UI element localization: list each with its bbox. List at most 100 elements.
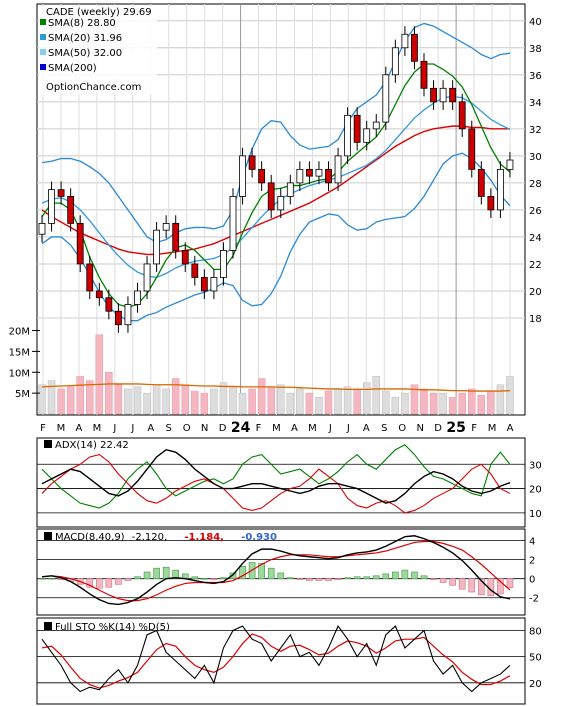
candle-body — [181, 250, 189, 265]
candle — [143, 255, 151, 300]
volume-bar — [391, 397, 400, 415]
volume-bar — [277, 384, 285, 415]
volume-bar — [267, 386, 275, 415]
stochastic-panel: 20 50 80 Full STO %K(14) %D(5) — [36, 617, 542, 705]
volume-bar — [152, 384, 161, 415]
candle — [48, 181, 55, 232]
macd-histogram-bar — [353, 576, 361, 579]
candle-body — [315, 168, 323, 177]
volume-bar — [229, 386, 237, 415]
macd-histogram-bar — [306, 578, 313, 581]
sto-legend-swatch — [44, 622, 52, 630]
candle-body — [239, 155, 246, 197]
month-label: M — [488, 423, 497, 434]
month-label: 25 — [446, 420, 465, 436]
indicator-tick-label: 10 — [529, 509, 542, 520]
plus-di-line — [41, 444, 511, 509]
candle-body — [162, 223, 170, 231]
volume-bar — [38, 384, 46, 415]
bollinger-upper — [41, 22, 511, 244]
volume-bar — [219, 382, 228, 415]
macd-histogram-bar — [210, 578, 218, 580]
month-label: 24 — [231, 420, 251, 436]
adx-legend-swatch — [44, 440, 52, 448]
macd-hist-value: -0.930 — [241, 532, 277, 543]
volume-bar — [114, 384, 123, 415]
candle-body — [229, 195, 237, 251]
price-tick-labels: 18 20 22 24 26 28 30 32 34 36 38 40 — [529, 17, 542, 325]
candle-body — [172, 223, 180, 251]
macd-histogram-bar — [239, 565, 246, 579]
candle — [296, 161, 304, 191]
candle — [334, 147, 342, 191]
candle-body — [468, 128, 476, 170]
candle-body — [38, 223, 46, 235]
candle — [105, 289, 113, 320]
candle — [210, 269, 218, 300]
macd-histogram-bar — [411, 571, 418, 579]
volume-bar — [124, 388, 132, 415]
volume-bar — [210, 388, 218, 415]
candle-body — [76, 223, 84, 265]
candle — [382, 66, 390, 131]
candle-body — [449, 87, 457, 103]
candle — [458, 93, 466, 137]
candle-body — [411, 33, 418, 62]
candle — [38, 215, 46, 243]
candle — [191, 255, 199, 286]
candle-body — [277, 195, 285, 211]
month-label: N — [201, 423, 208, 434]
volume-bar — [506, 376, 514, 415]
month-label: M — [57, 423, 66, 434]
price-tick-label: 30 — [529, 152, 542, 163]
macd-histogram-bar — [191, 576, 199, 579]
candle — [239, 147, 246, 205]
sto-k-line — [41, 625, 511, 693]
volume-bar — [343, 386, 352, 415]
candle-body — [267, 182, 275, 211]
candle-body — [382, 74, 390, 123]
macd-histogram-bar — [315, 578, 323, 581]
macd-histogram-bar — [449, 578, 456, 586]
volume-bar — [458, 392, 466, 415]
indicator-tick-label: 20 — [529, 485, 542, 496]
volume-tick-label: 15M — [9, 347, 30, 358]
price-tick-label: 26 — [529, 206, 542, 217]
candle-body — [86, 263, 94, 292]
candle — [305, 161, 313, 185]
month-label: M — [272, 423, 281, 434]
legend-label: SMA(20) 31.96 — [48, 33, 122, 44]
macd-histogram-bar — [477, 578, 485, 596]
month-label: D — [219, 423, 227, 434]
candle — [344, 107, 352, 164]
candle-body — [334, 155, 342, 184]
volume-bar — [420, 388, 428, 415]
macd-histogram-bar — [201, 578, 208, 580]
macd-histogram-bar — [277, 572, 285, 579]
month-label: S — [381, 423, 387, 434]
price-tick-label: 34 — [529, 98, 542, 109]
adx-label: ADX(14) 22.42 — [55, 440, 129, 451]
candle-body — [506, 159, 514, 170]
indicator-tick-label: 50 — [529, 653, 542, 664]
volume-bar — [372, 376, 380, 415]
macd-histogram-bar — [458, 578, 466, 590]
macd-histogram-bar — [124, 578, 132, 581]
candle — [124, 296, 132, 333]
macd-histogram-bar — [96, 578, 103, 589]
candle — [506, 151, 514, 178]
candle-body — [296, 168, 304, 184]
price-tick-label: 38 — [529, 44, 542, 55]
legend: CADE (weekly) 29.69 SMA(8) 28.80 SMA(20) … — [39, 6, 157, 94]
candle-body — [115, 310, 122, 326]
month-label: A — [507, 423, 514, 434]
candle-body — [372, 121, 380, 130]
sto-d-line — [41, 633, 511, 689]
candle-body — [105, 297, 113, 312]
volume-bar — [238, 392, 247, 415]
adx-panel: 10 20 30 ADX(14) 22.42 — [36, 437, 542, 528]
month-label: J — [346, 423, 350, 434]
month-label: S — [166, 423, 172, 434]
indicator-tick-label: 20 — [529, 679, 542, 690]
candle — [220, 242, 227, 286]
